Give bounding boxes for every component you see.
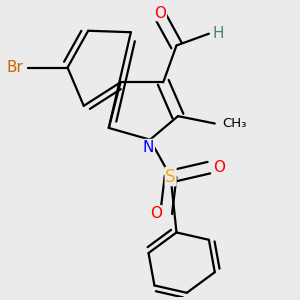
Text: O: O xyxy=(213,160,225,175)
Text: Br: Br xyxy=(7,60,23,75)
Text: H: H xyxy=(212,26,224,41)
Text: O: O xyxy=(154,6,166,21)
Text: O: O xyxy=(150,206,162,221)
Text: CH₃: CH₃ xyxy=(222,117,247,130)
Text: S: S xyxy=(165,167,176,185)
Text: N: N xyxy=(143,140,154,154)
